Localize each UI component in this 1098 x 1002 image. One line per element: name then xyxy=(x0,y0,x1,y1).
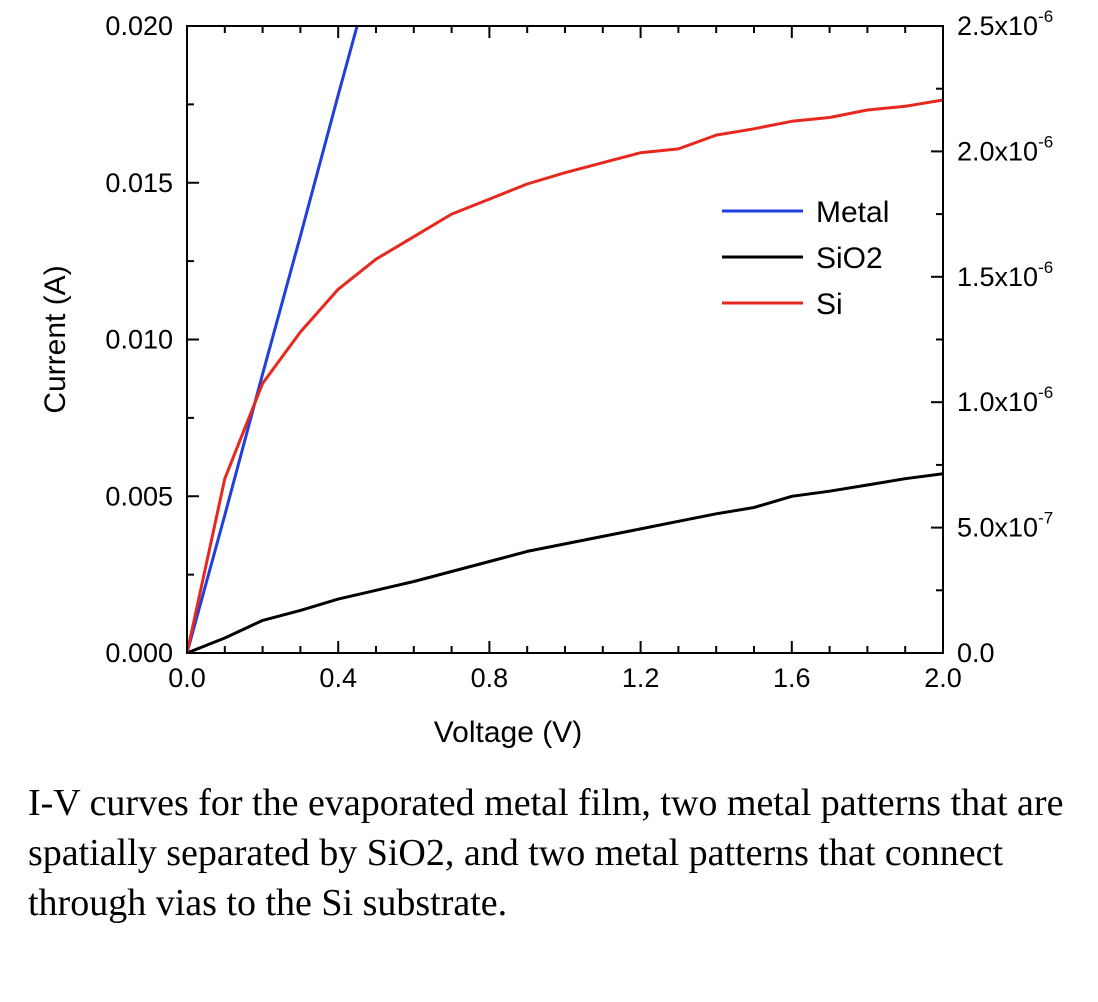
y-right-tick-label: 5.0x10-7 xyxy=(957,509,1053,543)
legend-label-sio2: SiO2 xyxy=(816,242,883,275)
series-line-metal xyxy=(187,26,359,653)
figure-caption: I-V curves for the evaporated metal film… xyxy=(28,782,1064,924)
x-tick-label: 1.2 xyxy=(622,663,660,693)
y-left-tick-label: 0.015 xyxy=(105,168,173,198)
series-line-si xyxy=(187,98,943,653)
iv-chart: 0.0 0.4 0.8 1.2 1.6 2.0 0.000 0.005 0.010 0.015 0.… xyxy=(39,7,1053,749)
y-right-tick-label: 1.5x10-6 xyxy=(957,258,1053,292)
y-right-tick-label: 1.0x10-6 xyxy=(957,383,1053,417)
legend-label-metal: Metal xyxy=(816,196,889,229)
x-tick-label: 0.8 xyxy=(471,663,509,693)
y-right-tick-label: 2.5x10-6 xyxy=(957,7,1053,41)
plot-area xyxy=(187,26,943,653)
y-right-tick-label: 0.0 xyxy=(957,638,995,668)
series-line-sio2 xyxy=(187,472,943,653)
y-axis-title: Current (A) xyxy=(39,265,72,413)
y-left-tick-label: 0.005 xyxy=(105,481,173,511)
x-tick-label: 0.4 xyxy=(319,663,357,693)
plot-frame xyxy=(186,25,944,654)
x-axis-title: Voltage (V) xyxy=(434,716,582,749)
x-tick-label: 0.0 xyxy=(168,663,206,693)
axes: 0.0 0.4 0.8 1.2 1.6 2.0 0.000 0.005 0.010 0.015 0.… xyxy=(39,7,1053,749)
y-left-tick-label: 0.020 xyxy=(105,11,173,41)
y-left-tick-label: 0.000 xyxy=(105,638,173,668)
y-left-tick-label: 0.010 xyxy=(105,325,173,355)
x-tick-label: 2.0 xyxy=(924,663,962,693)
y-right-tick-label: 2.0x10-6 xyxy=(957,132,1053,166)
legend: Metal SiO2 Si xyxy=(722,196,889,321)
legend-label-si: Si xyxy=(816,288,843,321)
x-tick-label: 1.6 xyxy=(773,663,811,693)
